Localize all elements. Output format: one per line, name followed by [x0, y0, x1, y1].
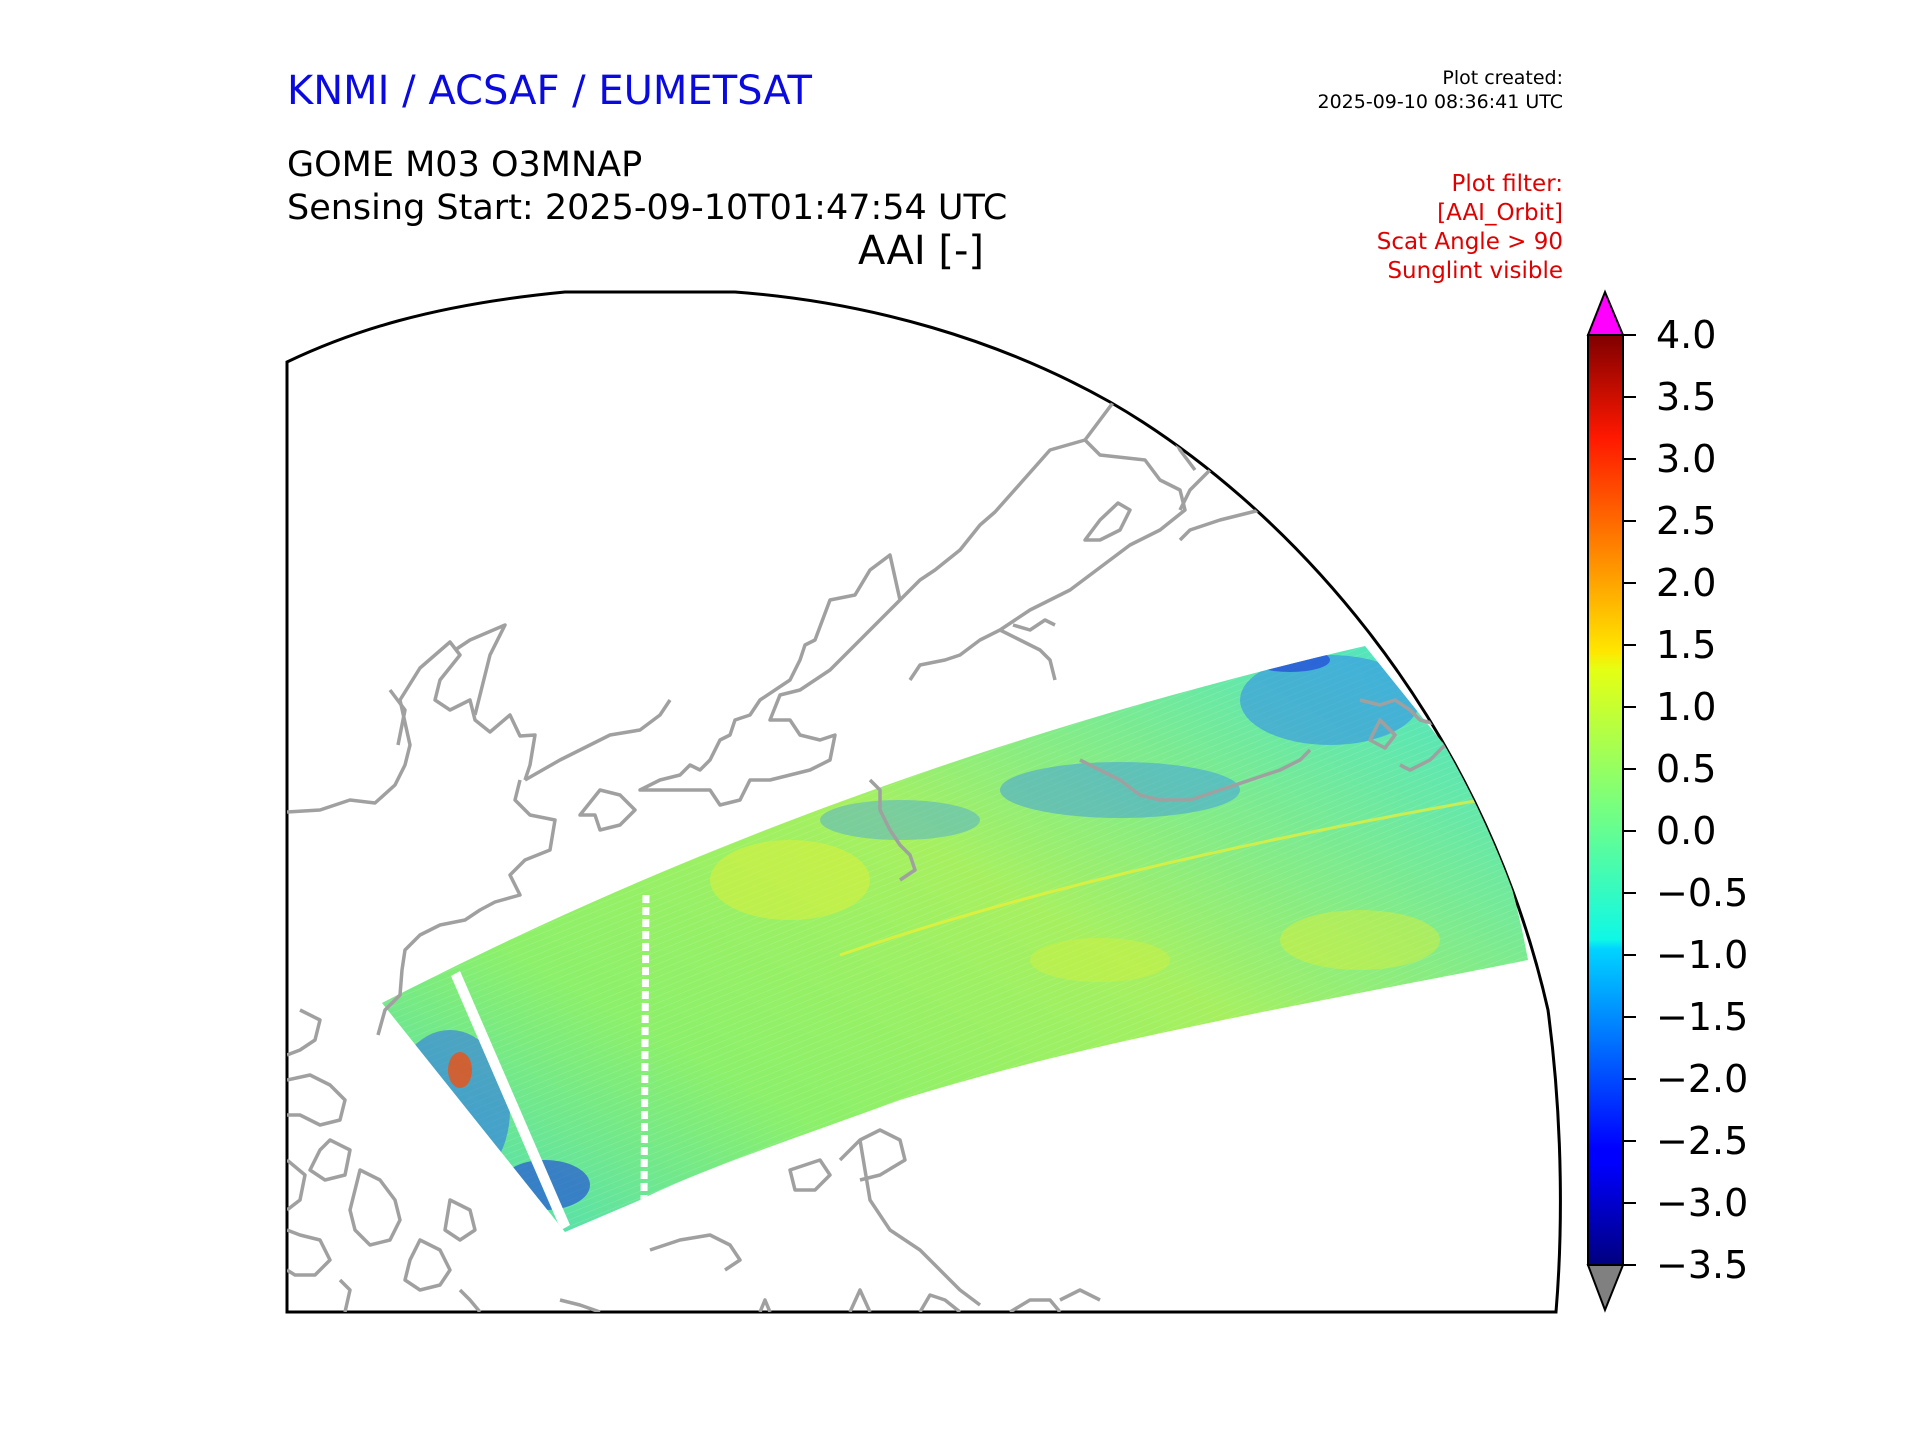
plot-filter-line: [AAI_Orbit] [1437, 200, 1563, 226]
colorbar-under-triangle [1586, 1264, 1625, 1313]
plot-filter-line: Sunglint visible [1387, 258, 1563, 284]
product-title: GOME M03 O3MNAP [287, 145, 643, 185]
colorbar-tick-label: −0.5 [1656, 871, 1749, 915]
sensing-start: Sensing Start: 2025-09-10T01:47:54 UTC [287, 188, 1008, 228]
plot-filter: Plot filter: [AAI_Orbit] Scat Angle > 90… [1377, 170, 1563, 286]
colorbar-tick-label: 0.0 [1656, 809, 1717, 853]
colorbar-tick-label: 2.5 [1656, 499, 1717, 543]
colorbar-tick-label: 3.0 [1656, 437, 1717, 481]
colorbar-tick-label: −3.5 [1656, 1243, 1749, 1287]
colorbar-tick-label: 4.0 [1656, 313, 1717, 357]
organization-title: KNMI / ACSAF / EUMETSAT [287, 68, 812, 114]
plot-created: Plot created: 2025-09-10 08:36:41 UTC [1318, 66, 1564, 114]
colorbar-tick-label: −2.5 [1656, 1119, 1749, 1163]
colorbar [1586, 289, 1636, 1313]
colorbar-tick-label: 1.5 [1656, 623, 1717, 667]
colorbar-tick-label: 3.5 [1656, 375, 1717, 419]
variable-label: AAI [-] [858, 228, 984, 274]
colorbar-tick-label: 0.5 [1656, 747, 1717, 791]
colorbar-tick-label: −1.0 [1656, 933, 1749, 977]
plot-created-time: 2025-09-10 08:36:41 UTC [1317, 91, 1564, 113]
colorbar-tick-label: −2.0 [1656, 1057, 1749, 1101]
colorbar-tick-label: −3.0 [1656, 1181, 1749, 1225]
plot-filter-title: Plot filter: [1451, 171, 1563, 197]
colorbar-ramp [1587, 334, 1624, 1266]
colorbar-tick-label: −1.5 [1656, 995, 1749, 1039]
plot-filter-line: Scat Angle > 90 [1376, 229, 1563, 255]
colorbar-tick-label: 2.0 [1656, 561, 1717, 605]
plot-created-label: Plot created: [1442, 67, 1563, 89]
colorbar-over-triangle [1586, 289, 1625, 336]
colorbar-tick-label: 1.0 [1656, 685, 1717, 729]
